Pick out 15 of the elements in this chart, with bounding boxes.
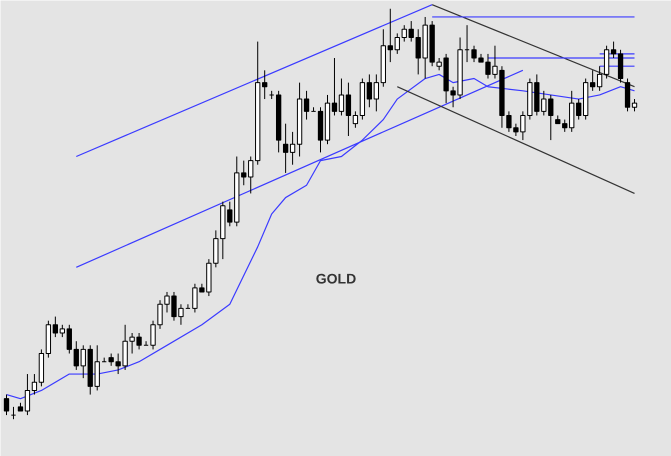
candlestick [632, 98, 638, 112]
candlestick [471, 45, 477, 63]
candlestick [157, 300, 163, 330]
candlestick [492, 45, 498, 80]
text: GOLD [316, 270, 356, 287]
candlestick [304, 90, 310, 120]
candlestick [171, 291, 177, 322]
candlestick [150, 320, 156, 350]
candlestick [4, 394, 10, 416]
candlestick [506, 110, 512, 132]
candlestick [178, 304, 184, 326]
candlestick [164, 291, 170, 313]
candlestick [338, 78, 344, 116]
candlestick [332, 58, 338, 116]
candlestick [485, 53, 491, 80]
